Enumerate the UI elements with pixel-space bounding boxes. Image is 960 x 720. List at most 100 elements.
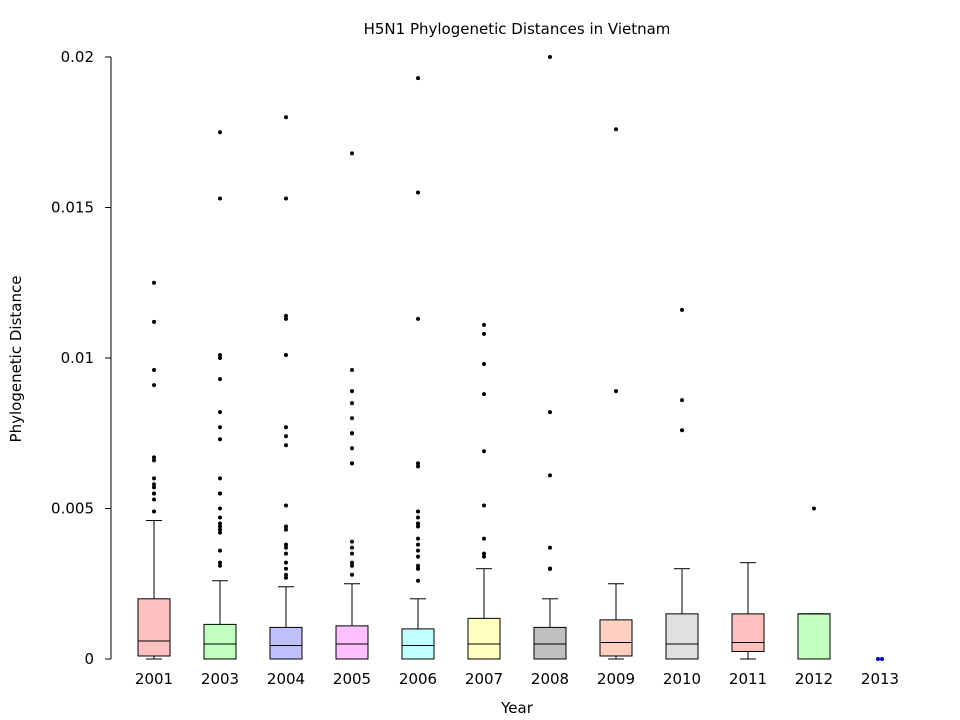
outlier-point — [416, 563, 420, 568]
outlier-point — [218, 425, 222, 430]
outlier-point — [350, 551, 354, 556]
outlier-point — [218, 524, 222, 529]
outlier-point — [152, 458, 156, 463]
data-point — [876, 657, 880, 661]
outlier-point — [482, 554, 486, 559]
box-iqr — [335, 625, 369, 660]
outlier-point — [350, 389, 354, 394]
outlier-point — [284, 196, 288, 201]
box-iqr — [467, 617, 501, 660]
outlier-point — [284, 545, 288, 550]
outlier-point — [482, 503, 486, 508]
outlier-point — [350, 461, 354, 466]
box-2007 — [467, 322, 501, 660]
outlier-point — [416, 316, 420, 321]
outlier-point — [218, 560, 222, 565]
outlier-point — [218, 527, 222, 532]
outlier-point — [284, 524, 288, 529]
outlier-point — [350, 545, 354, 550]
outlier-point — [218, 515, 222, 520]
outlier-point — [350, 572, 354, 577]
outlier-point — [416, 536, 420, 541]
outlier-point — [416, 524, 420, 529]
box-2003 — [203, 130, 237, 660]
outlier-point — [284, 425, 288, 430]
box-2006 — [401, 76, 435, 660]
x-tick-label: 2003 — [201, 670, 239, 688]
x-tick-label: 2010 — [663, 670, 701, 688]
box-2012 — [797, 506, 831, 660]
box-2008 — [533, 55, 567, 660]
outlier-point — [482, 322, 486, 327]
box-2001 — [137, 280, 171, 660]
outlier-point — [218, 476, 222, 481]
box-iqr — [269, 626, 303, 660]
outlier-point — [482, 331, 486, 336]
box-2009 — [599, 127, 633, 660]
outlier-point — [218, 356, 222, 360]
y-axis-ticks: 0 0.005 0.01 0.015 0.02 — [51, 48, 111, 668]
x-axis-label: Year — [500, 699, 534, 717]
outlier-point — [416, 515, 420, 520]
outlier-point — [152, 280, 156, 285]
outlier-point — [350, 416, 354, 421]
outlier-point — [218, 410, 222, 415]
outlier-point — [416, 548, 420, 553]
outlier-point — [152, 319, 156, 324]
outlier-point — [416, 521, 420, 526]
y-tick-label: 0.015 — [51, 199, 94, 217]
data-point — [880, 657, 884, 661]
outlier-point — [284, 443, 288, 448]
outlier-point — [350, 151, 354, 156]
outlier-point — [218, 437, 222, 442]
outlier-point — [218, 196, 222, 201]
box-series — [137, 55, 884, 661]
outlier-point — [548, 410, 552, 415]
box-iqr — [665, 613, 699, 660]
outlier-point — [416, 190, 420, 195]
outlier-point — [350, 563, 354, 568]
outlier-point — [284, 575, 288, 580]
x-tick-label: 2004 — [267, 670, 305, 688]
outlier-point — [350, 539, 354, 544]
outlier-point — [218, 352, 222, 357]
outlier-point — [416, 76, 420, 81]
outlier-point — [284, 115, 288, 120]
outlier-point — [152, 383, 156, 388]
outlier-point — [284, 352, 288, 357]
outlier-point — [284, 316, 288, 321]
outlier-point — [218, 506, 222, 511]
outlier-point — [350, 560, 354, 565]
outlier-point — [218, 377, 222, 382]
outlier-point — [482, 551, 486, 556]
outlier-point — [416, 461, 420, 466]
outlier-point — [680, 307, 684, 312]
outlier-point — [218, 521, 222, 526]
outlier-point — [152, 485, 156, 490]
x-tick-label: 2001 — [135, 670, 173, 688]
box-2013 — [876, 657, 884, 661]
x-axis-tick-labels: 2001 2003 2004 2005 2006 2007 2008 2009 2010 2011… — [135, 670, 899, 688]
outlier-point — [482, 362, 486, 367]
y-axis-label: Phylogenetic Distance — [7, 276, 25, 443]
outlier-point — [482, 536, 486, 541]
box-iqr — [401, 628, 435, 660]
outlier-point — [218, 530, 222, 535]
outlier-point — [152, 491, 156, 496]
outlier-point — [416, 464, 420, 469]
box-iqr — [599, 619, 633, 657]
y-tick-label: 0 — [84, 650, 94, 668]
outlier-point — [284, 542, 288, 547]
outlier-point — [614, 389, 618, 394]
outlier-point — [416, 509, 420, 514]
outlier-point — [284, 551, 288, 556]
outlier-point — [284, 503, 288, 508]
outlier-point — [350, 446, 354, 451]
box-iqr — [203, 623, 237, 660]
outlier-point — [152, 455, 156, 460]
outlier-point — [152, 476, 156, 481]
outlier-point — [284, 566, 288, 571]
outlier-point — [152, 497, 156, 502]
outlier-point — [152, 482, 156, 487]
outlier-point — [350, 368, 354, 373]
